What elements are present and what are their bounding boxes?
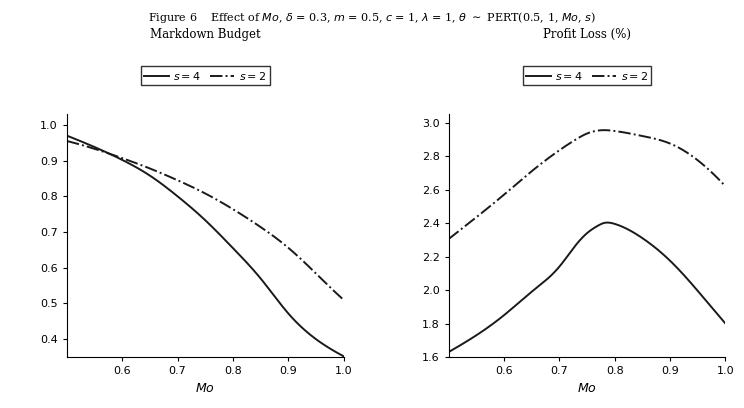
$s=2$ [576,135,585,140]
$s=4$ [603,220,612,225]
$s=2$ [227,206,236,211]
$s=4$ [576,237,585,242]
$s=4$ [194,211,203,216]
$s=2$ [600,128,609,133]
Line: $s=2$: $s=2$ [67,141,344,300]
$s=2$ [339,297,348,302]
$s=4$ [715,314,724,319]
X-axis label: $\it{Mo}$: $\it{Mo}$ [196,381,215,395]
$s=4$ [444,350,453,355]
$s=2$ [577,133,586,138]
Text: Markdown Budget: Markdown Budget [150,29,260,41]
Line: $s=2$: $s=2$ [449,130,725,239]
$s=2$ [194,188,203,193]
Line: $s=4$: $s=4$ [67,135,344,356]
$s=4$ [62,133,71,138]
X-axis label: $\it{Mo}$: $\it{Mo}$ [577,381,597,395]
$s=4$ [227,244,236,249]
$s=2$ [594,128,603,133]
$s=4$ [609,221,618,226]
$s=2$ [721,184,730,188]
$s=4$ [212,229,221,234]
$s=2$ [196,188,205,193]
$s=2$ [444,237,453,242]
Legend: $s=4$, $s=2$: $s=4$, $s=2$ [523,67,652,85]
$s=2$ [715,177,724,182]
$s=2$ [62,139,71,144]
$s=4$ [594,223,603,228]
Text: Profit Loss (%): Profit Loss (%) [543,29,631,41]
$s=4$ [672,264,681,269]
Line: $s=4$: $s=4$ [449,223,725,352]
Text: Figure 6    Effect of $\it{Mo}$, $\delta$ = 0.3, $\it{m}$ = 0.5, $\it{c}$ = 1, $: Figure 6 Effect of $\it{Mo}$, $\delta$ =… [148,10,596,25]
Legend: $s=4$, $s=2$: $s=4$, $s=2$ [141,67,269,85]
$s=4$ [339,354,348,359]
$s=2$ [333,291,341,296]
$s=4$ [577,236,586,241]
$s=2$ [609,129,618,133]
$s=2$ [212,197,221,202]
$s=4$ [196,213,205,218]
$s=4$ [333,350,341,355]
$s=2$ [289,250,298,255]
$s=4$ [289,317,298,322]
$s=2$ [672,144,681,149]
$s=4$ [721,321,730,326]
